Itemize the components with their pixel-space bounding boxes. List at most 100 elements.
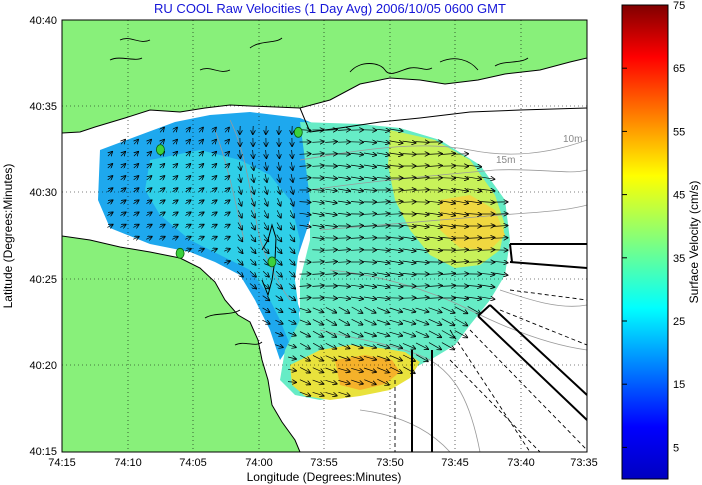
velocity-vector [198,200,204,203]
velocity-vector [107,212,112,215]
velocity-vector [263,222,268,230]
velocity-vector [363,285,376,287]
velocity-vector [351,306,363,313]
velocity-vector [351,379,363,384]
velocity-vector [402,202,415,203]
velocity-vector [312,307,323,312]
velocity-vector [275,320,282,324]
x-axis: 74:15 74:10 74:05 74:00 73:55 73:50 73:4… [48,457,598,484]
velocity-vector [350,177,363,179]
velocity-vector [250,222,255,230]
velocity-vector [279,149,280,158]
velocity-vector [133,225,138,228]
velocity-vector [428,249,442,250]
velocity-vector [263,258,268,265]
velocity-vector [121,140,125,144]
velocity-vector [212,140,216,144]
velocity-vector [363,297,376,299]
coastline [62,57,587,452]
velocity-vector [402,331,415,336]
velocity-vector [428,342,441,350]
velocity-vector [479,273,495,274]
velocity-vector [467,306,481,313]
velocity-vector [172,212,177,215]
velocity-vector [121,164,125,168]
velocity-vector [363,177,376,179]
velocity-vector [441,213,455,215]
velocity-vector [376,285,390,287]
velocity-vector [350,297,363,299]
y-tick-label: 40:30 [29,187,57,199]
velocity-vector [376,319,389,324]
velocity-vector [107,188,113,192]
colorbar-tick-label: 15 [673,379,685,391]
velocity-vector [199,140,203,144]
velocity-vector [338,297,350,298]
y-tick-label: 40:35 [29,101,57,113]
velocity-vector [415,307,429,312]
velocity-vector [275,345,283,348]
velocity-vector [402,261,416,263]
velocity-vector [338,130,350,131]
velocity-vector [338,286,350,287]
velocity-vector [363,153,376,155]
velocity-vector [415,319,429,325]
velocity-vector [133,212,138,215]
velocity-vector [363,355,376,359]
velocity-vector [441,201,455,203]
velocity-vector [146,188,152,192]
y-tick-label: 40:25 [29,274,57,286]
velocity-vector [453,213,468,215]
velocity-vector [172,200,178,203]
velocity-vector [350,153,363,154]
colorbar-label: Surface Velocity (cm/s) [687,181,701,304]
velocity-vector [376,297,390,298]
velocity-vector [415,342,428,349]
velocity-vector [389,153,403,155]
velocity-vector [453,250,468,251]
velocity-vector [415,213,428,214]
velocity-vector [289,222,294,230]
velocity-vector [428,318,442,325]
velocity-vector [159,212,164,215]
x-tick-label: 73:50 [376,457,404,469]
velocity-vector [453,297,468,298]
velocity-vector [428,237,442,239]
velocity-vector [389,238,403,239]
velocity-vector [211,188,217,192]
velocity-vector [278,162,279,170]
velocity-vector [159,225,164,228]
velocity-vector [466,297,481,299]
velocity-vector [299,202,311,203]
velocity-vector [312,237,323,238]
velocity-vector [277,210,281,217]
velocity-vector [428,298,442,299]
colorbar-tick-label: 45 [673,190,685,202]
velocity-vector [402,273,415,274]
velocity-vector [211,176,217,180]
grid-lines [62,20,587,452]
velocity-vector [389,166,403,167]
velocity-vector [287,382,296,383]
region-lower-bay-center [145,150,300,345]
velocity-vector [312,142,323,143]
velocity-vector [402,237,416,239]
velocity-vector [288,345,296,348]
velocity-vector [428,225,442,227]
velocity-vector [133,188,139,192]
velocity-vector [262,295,270,301]
velocity-vector [389,141,403,143]
velocity-vector [250,234,256,242]
velocity-vector [120,176,126,180]
velocity-vector [289,234,295,242]
velocity-vector [389,273,403,275]
velocity-vector [266,149,267,158]
velocity-vector [147,164,151,168]
velocity-vector [492,238,508,239]
velocity-vector [325,130,337,131]
velocity-vector [363,190,376,191]
velocity-vector [325,213,336,215]
y-axis: 40:40 40:35 40:30 40:25 40:20 40:15 Lati… [1,15,57,458]
velocity-vector [466,262,481,263]
